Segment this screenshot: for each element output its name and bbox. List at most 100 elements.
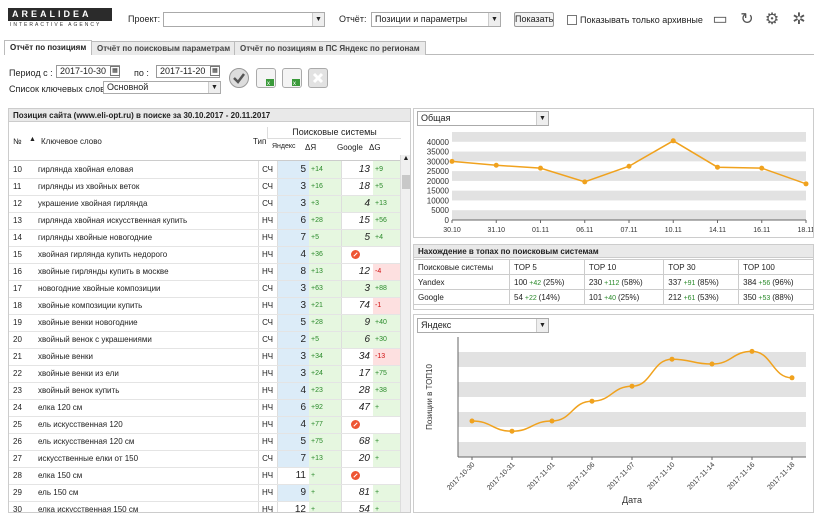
report-select[interactable]: Позиции и параметры ▼ bbox=[371, 12, 501, 27]
type-cell: НЧ bbox=[257, 467, 277, 485]
google-position-cell: 4 bbox=[340, 195, 373, 213]
tops-header-cell: TOP 100 bbox=[738, 259, 814, 275]
yandex-chart-panel: Яндекс ▼ 2017-10-30 2017-10-31 2017-11-01 2… bbox=[413, 314, 814, 513]
keyword-cell: хвойные венки из ели bbox=[36, 365, 258, 383]
type-cell: НЧ bbox=[257, 501, 277, 512]
col-type-header[interactable]: Тип bbox=[253, 137, 267, 146]
row-number: 28 bbox=[9, 467, 36, 485]
yandex-delta-cell: +16 bbox=[309, 178, 341, 196]
google-position-cell: 81 bbox=[340, 484, 373, 502]
google-delta-cell: +75 bbox=[373, 365, 405, 383]
monitor-icon[interactable]: ▭ bbox=[712, 11, 728, 28]
tops-delta: +112 bbox=[602, 279, 622, 287]
row-number: 24 bbox=[9, 399, 36, 417]
type-cell: СЧ bbox=[257, 161, 277, 179]
overall-chart-panel: Общая ▼ 0 5000 10000 15000 20000 25000 30000 35… bbox=[413, 108, 814, 238]
settings-gear-icon[interactable]: ⚙ bbox=[764, 11, 780, 28]
table-row: 18 хвойные композиции купить НЧ 3 +21 74 -1 bbox=[9, 297, 405, 315]
x-tick-label: 14.11 bbox=[709, 227, 726, 234]
data-point bbox=[669, 356, 675, 362]
tab-yandex-regions-report[interactable]: Отчёт по позициям в ПС Яндекс по региона… bbox=[234, 41, 426, 55]
yandex-delta-cell: +5 bbox=[309, 331, 341, 349]
type-cell: НЧ bbox=[257, 212, 277, 230]
svg-text:x: x bbox=[267, 81, 270, 87]
yandex-position-cell: 3 bbox=[276, 195, 309, 213]
google-position-cell: 13 bbox=[340, 161, 373, 179]
tab-positions-report[interactable]: Отчёт по позициям bbox=[4, 40, 93, 55]
data-point bbox=[449, 158, 455, 164]
tab-search-params-report[interactable]: Отчёт по поисковым параметрам bbox=[91, 41, 237, 55]
type-cell: НЧ bbox=[257, 484, 277, 502]
y-tick-label: 5000 bbox=[431, 206, 449, 215]
apply-check-icon[interactable] bbox=[229, 68, 249, 88]
chart-type-value: Общая bbox=[421, 113, 451, 123]
tops-percent: (88%) bbox=[772, 292, 794, 302]
google-delta-cell: + bbox=[373, 399, 405, 417]
google-position-cell: 18 bbox=[340, 178, 373, 196]
y-tick-label: 15000 bbox=[427, 187, 450, 196]
yandex-delta-cell: +36 bbox=[309, 246, 341, 264]
export-excel-icon[interactable]: x bbox=[256, 68, 276, 88]
tops-value-cell: 384 +56 (96%) bbox=[738, 274, 814, 290]
y-tick-label: 35000 bbox=[427, 148, 450, 157]
table-row: 30 елка искусственная 150 см НЧ 12 +54 + bbox=[9, 501, 405, 512]
row-number: 16 bbox=[9, 263, 36, 281]
chart-type-select[interactable]: Общая ▼ bbox=[417, 111, 549, 126]
col-no-header[interactable]: № bbox=[13, 137, 22, 146]
y-tick-label: 30000 bbox=[427, 157, 450, 166]
google-delta-cell: -1 bbox=[373, 297, 405, 315]
tops-delta: +53 bbox=[756, 294, 773, 302]
google-position-cell: 47 bbox=[340, 399, 373, 417]
table-row: 14 гирлянды хвойные новогодние НЧ 7 +5 5 +4 bbox=[9, 229, 405, 247]
archive-checkbox[interactable] bbox=[567, 15, 577, 25]
refresh-icon[interactable]: ↻ bbox=[740, 11, 754, 28]
yandex-delta-cell: +28 bbox=[309, 314, 341, 332]
keywords-list-select[interactable]: Основной ▼ bbox=[103, 81, 221, 94]
tops-panel-title: Нахождение в топах по поисковым системам bbox=[414, 245, 813, 258]
not-found-icon bbox=[351, 470, 361, 480]
cog-icon[interactable]: ✲ bbox=[792, 11, 806, 28]
scroll-up-icon[interactable]: ▲ bbox=[402, 155, 410, 162]
date-to-input[interactable]: 2017-11-20 bbox=[156, 65, 220, 78]
row-number: 29 bbox=[9, 484, 36, 502]
google-delta-cell: + bbox=[373, 501, 405, 512]
show-button[interactable]: Показать bbox=[514, 12, 554, 27]
x-tick-label: 2017-11-06 bbox=[567, 461, 597, 491]
project-select[interactable]: ▼ bbox=[163, 12, 325, 27]
tops-percent: (25%) bbox=[617, 292, 640, 302]
table-row: 26 ель искусственная 120 см НЧ 5 +75 68 + bbox=[9, 433, 405, 451]
export-excel-alt-icon[interactable]: x bbox=[282, 68, 302, 88]
engine-name-cell: Yandex bbox=[413, 274, 510, 290]
table-scrollbar[interactable]: ▲ bbox=[400, 155, 410, 512]
calendar-icon[interactable]: ▦ bbox=[210, 66, 220, 76]
type-cell: СЧ bbox=[257, 314, 277, 332]
col-dg-header[interactable]: ΔG bbox=[369, 143, 381, 152]
table-row: 13 гирлянда хвойная искусственная купить Н… bbox=[9, 212, 405, 230]
sort-arrow-icon[interactable]: ▲ bbox=[29, 136, 36, 143]
col-keyword-header[interactable]: Ключевое слово bbox=[41, 137, 102, 146]
yandex-position-cell: 3 bbox=[276, 348, 309, 366]
grid-band bbox=[452, 151, 806, 162]
col-yandex-header[interactable]: Яндекс bbox=[272, 143, 296, 150]
engine-select[interactable]: Яндекс ▼ bbox=[417, 318, 549, 333]
type-cell: НЧ bbox=[257, 365, 277, 383]
yandex-delta-cell: +63 bbox=[309, 280, 341, 298]
close-icon[interactable] bbox=[308, 68, 328, 88]
x-axis-label: Дата bbox=[622, 495, 642, 505]
y-tick-label: 40000 bbox=[427, 138, 450, 147]
calendar-icon[interactable]: ▦ bbox=[110, 66, 120, 76]
yandex-delta-cell: +13 bbox=[309, 263, 341, 281]
table-row: 20 хвойный венок с украшениями СЧ 2 +5 6 +30 bbox=[9, 331, 405, 349]
scrollbar-thumb[interactable] bbox=[402, 175, 410, 189]
x-tick-label: 2017-11-07 bbox=[607, 461, 637, 491]
x-tick-label: 06.11 bbox=[576, 227, 593, 234]
keyword-cell: гирлянда хвойная искусственная купить bbox=[36, 212, 258, 230]
yandex-delta-cell: +13 bbox=[309, 450, 341, 468]
chevron-down-icon: ▼ bbox=[488, 13, 500, 26]
yandex-position-cell: 7 bbox=[276, 229, 309, 247]
table-row: 23 хвойный венок купить НЧ 4 +23 28 +38 bbox=[9, 382, 405, 400]
to-label: по : bbox=[134, 68, 149, 78]
col-google-header[interactable]: Google bbox=[337, 143, 363, 152]
col-dy-header[interactable]: ΔЯ bbox=[305, 143, 317, 152]
x-tick-label: 2017-11-14 bbox=[687, 461, 717, 491]
